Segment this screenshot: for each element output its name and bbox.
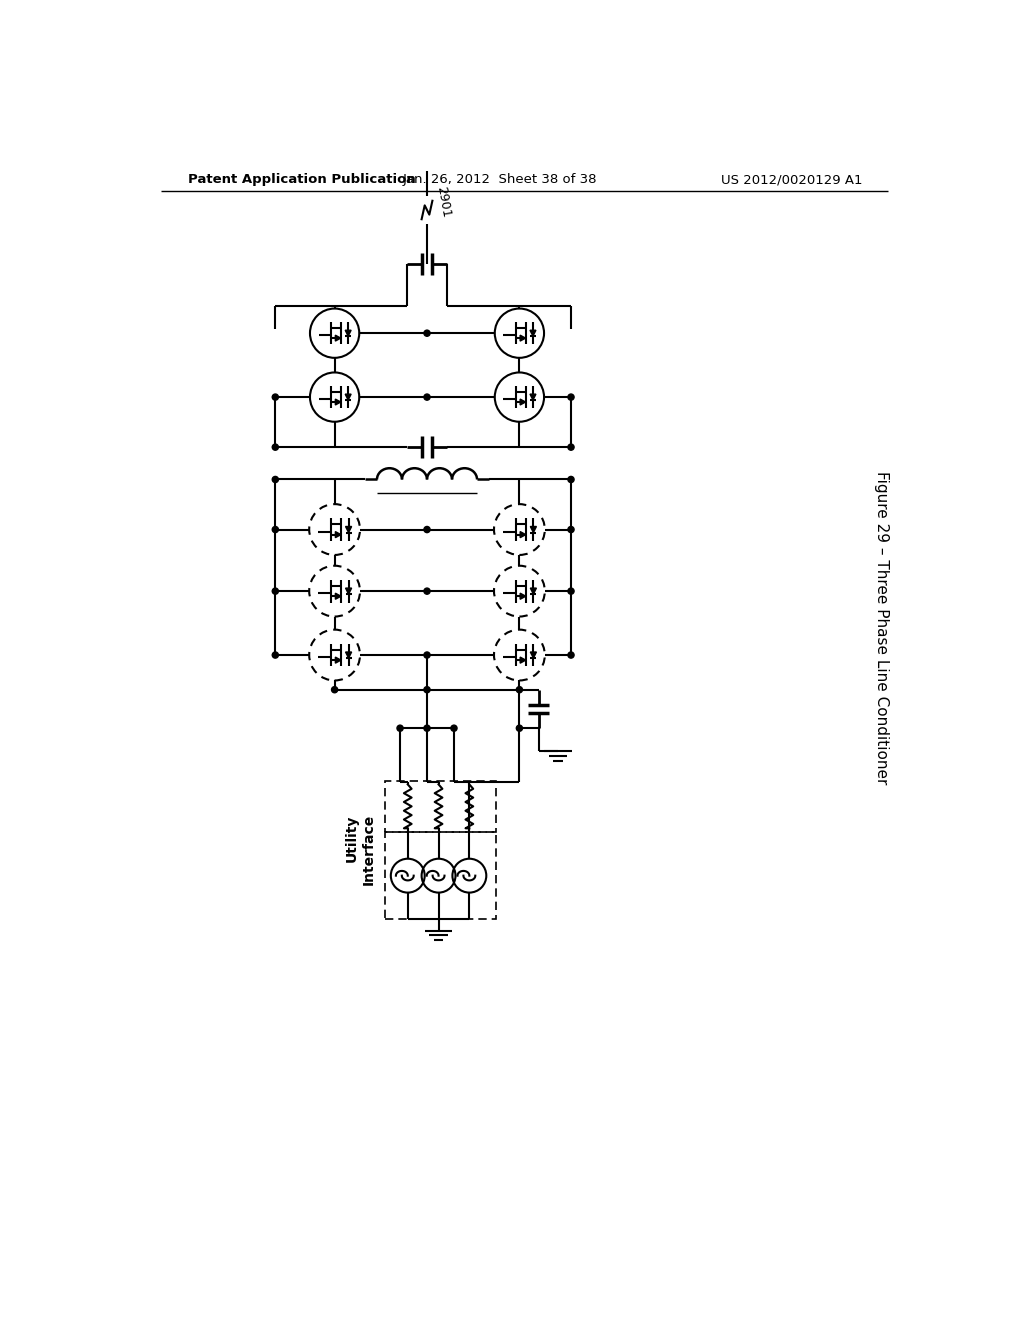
Circle shape (424, 330, 430, 337)
Polygon shape (345, 527, 351, 532)
Text: Figure 29 – Three Phase Line Conditioner: Figure 29 – Three Phase Line Conditioner (873, 471, 889, 785)
Text: US 2012/0020129 A1: US 2012/0020129 A1 (721, 173, 862, 186)
Circle shape (516, 725, 522, 731)
Circle shape (568, 652, 574, 659)
Circle shape (568, 395, 574, 400)
Circle shape (568, 477, 574, 483)
Polygon shape (520, 593, 525, 599)
Circle shape (568, 589, 574, 594)
Polygon shape (345, 652, 351, 659)
Circle shape (332, 686, 338, 693)
Circle shape (424, 527, 430, 533)
Circle shape (424, 395, 430, 400)
Text: Jan. 26, 2012  Sheet 38 of 38: Jan. 26, 2012 Sheet 38 of 38 (402, 173, 597, 186)
Polygon shape (345, 395, 351, 400)
Polygon shape (335, 399, 341, 405)
Circle shape (424, 589, 430, 594)
Polygon shape (530, 589, 537, 594)
Polygon shape (335, 335, 341, 341)
Polygon shape (336, 593, 341, 599)
Polygon shape (520, 399, 525, 405)
Polygon shape (336, 657, 341, 663)
Bar (385, 780, 497, 832)
Bar (385, 832, 497, 919)
Circle shape (272, 527, 279, 533)
Circle shape (272, 589, 279, 594)
Polygon shape (530, 395, 536, 400)
Circle shape (397, 725, 403, 731)
Polygon shape (345, 330, 351, 337)
Circle shape (272, 444, 279, 450)
Circle shape (272, 395, 279, 400)
Polygon shape (520, 657, 525, 663)
Polygon shape (530, 330, 536, 337)
Polygon shape (345, 589, 351, 594)
Text: 2901: 2901 (434, 186, 453, 219)
Text: Patent Application Publication: Patent Application Publication (188, 173, 416, 186)
Text: Utility
Interface: Utility Interface (345, 814, 376, 886)
Polygon shape (336, 532, 341, 537)
Circle shape (272, 652, 279, 659)
Circle shape (272, 477, 279, 483)
Circle shape (424, 725, 430, 731)
Circle shape (451, 725, 457, 731)
Circle shape (516, 686, 522, 693)
Polygon shape (520, 335, 525, 341)
Circle shape (568, 527, 574, 533)
Circle shape (424, 686, 430, 693)
Polygon shape (530, 652, 537, 659)
Circle shape (424, 652, 430, 659)
Circle shape (568, 444, 574, 450)
Polygon shape (530, 527, 537, 532)
Polygon shape (520, 532, 525, 537)
